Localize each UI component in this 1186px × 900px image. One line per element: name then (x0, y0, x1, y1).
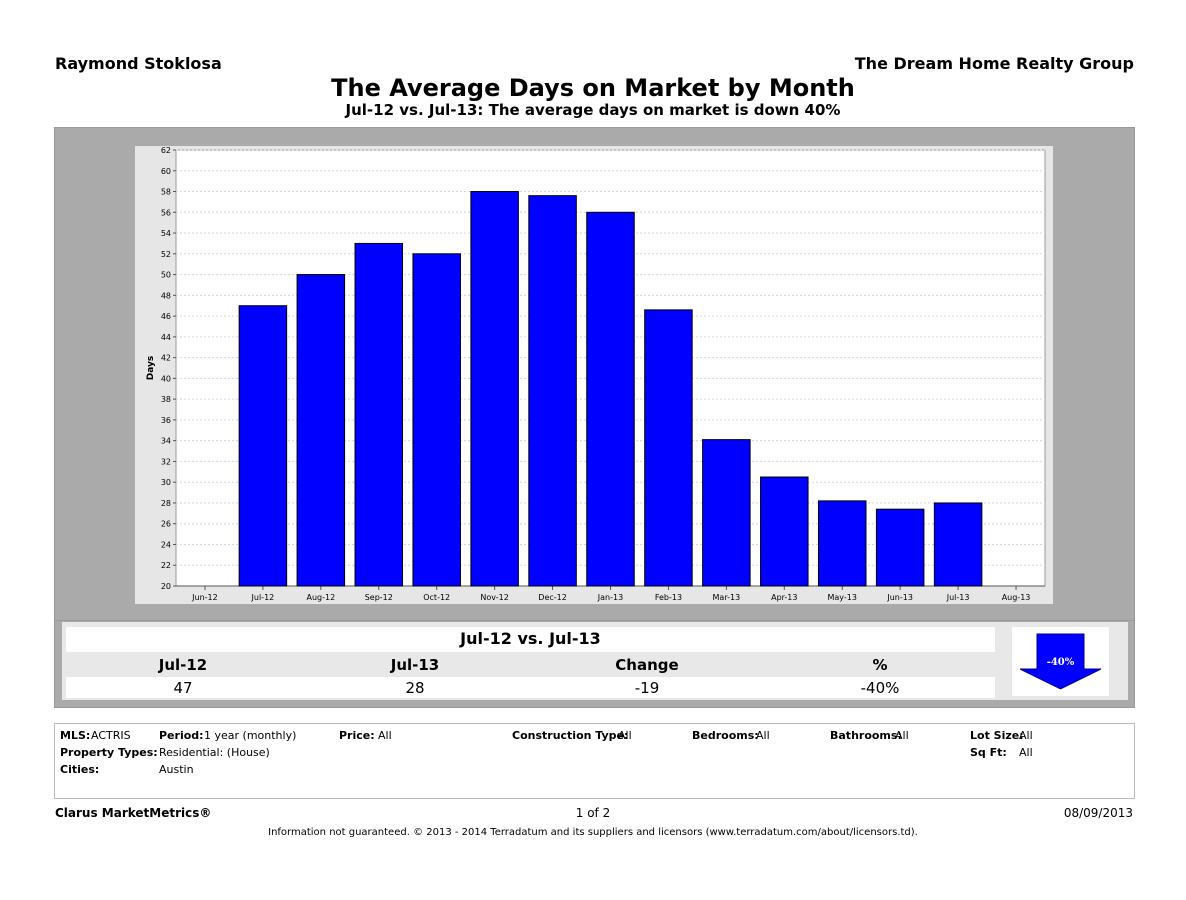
y-tick-label: 56 (161, 208, 171, 217)
bar (702, 439, 751, 587)
criteria-cities-value: Austin (159, 763, 194, 776)
summary-header-change: Change (615, 656, 679, 674)
y-tick-label: 48 (161, 291, 171, 300)
x-tick-label: Jul-12 (251, 593, 275, 602)
criteria-sqft-value: All (1019, 746, 1033, 759)
summary-header-jul13: Jul-13 (390, 656, 440, 674)
y-tick-label: 30 (161, 478, 171, 487)
agent-name: Raymond Stoklosa (55, 54, 222, 73)
criteria-construction-value: All (618, 729, 632, 742)
x-tick-label: Aug-13 (1002, 593, 1031, 602)
x-tick-label: Feb-13 (655, 593, 682, 602)
footer-date: 08/09/2013 (1063, 806, 1133, 820)
y-axis-label: Days (146, 356, 156, 381)
down-arrow-icon: -40% (1019, 633, 1102, 690)
report-subtitle: Jul-12 vs. Jul-13: The average days on m… (345, 101, 841, 119)
days-on-market-chart: 20 22 24 26 28 30 32 34 36 38 40 42 44 46 48 50 52 54 56 58… (146, 146, 1046, 602)
company-name: The Dream Home Realty Group (854, 54, 1134, 73)
y-tick-label: 20 (161, 582, 171, 591)
bar (586, 211, 635, 587)
criteria-cities-label: Cities: (60, 763, 100, 776)
y-tick-label: 62 (161, 146, 171, 155)
footer-disclaimer: Information not guaranteed. © 2013 - 201… (268, 827, 918, 838)
criteria-bedrooms-value: All (756, 729, 770, 742)
summary-value-jul12: 47 (173, 679, 193, 697)
arrow-percent-label: -40% (1047, 657, 1075, 668)
x-tick-label: Jun-13 (886, 593, 913, 602)
summary-value-jul13: 28 (405, 679, 425, 697)
criteria-lot-value: All (1019, 729, 1033, 742)
y-tick-label: 40 (161, 374, 171, 383)
y-tick-label: 38 (161, 395, 171, 404)
y-tick-label: 58 (161, 188, 171, 197)
summary-value-change: -19 (634, 679, 660, 697)
x-tick-label: Dec-12 (538, 593, 567, 602)
criteria-mls-label: MLS: (60, 729, 91, 742)
trend-indicator: -40% (1012, 627, 1109, 696)
y-tick-label: 44 (161, 333, 171, 342)
bar (296, 274, 346, 587)
bar (875, 508, 925, 587)
y-tick-label: 42 (161, 354, 171, 363)
bar (238, 305, 288, 587)
footer-brand: Clarus MarketMetrics® (55, 806, 212, 820)
bar (760, 476, 809, 587)
criteria-bedrooms-label: Bedrooms: (692, 729, 759, 742)
x-tick-label: Oct-12 (423, 593, 450, 602)
y-tick-label: 22 (161, 561, 171, 570)
search-criteria (54, 723, 1135, 799)
y-tick-label: 34 (161, 437, 171, 446)
y-tick-label: 52 (161, 250, 171, 259)
x-tick-label: Jan-13 (597, 593, 623, 602)
bar (354, 242, 404, 587)
bar (644, 309, 693, 587)
bar (933, 502, 983, 587)
criteria-lot-label: Lot Size: (970, 729, 1024, 742)
x-tick-label: Jul-13 (946, 593, 970, 602)
y-tick-label: 32 (161, 457, 171, 466)
summary-header-jul12: Jul-12 (158, 656, 208, 674)
x-tick-label: Jun-12 (191, 593, 218, 602)
y-tick-label: 60 (161, 167, 171, 176)
bar (528, 195, 577, 587)
criteria-period-label: Period: (159, 729, 204, 742)
summary-header-percent: % (872, 656, 888, 674)
x-tick-label: Aug-12 (306, 593, 335, 602)
y-tick-label: 36 (161, 416, 171, 425)
y-tick-label: 24 (161, 540, 171, 549)
x-tick-label: Nov-12 (480, 593, 508, 602)
criteria-period-value: 1 year (monthly) (204, 729, 297, 742)
y-tick-label: 50 (161, 271, 171, 280)
x-tick-label: May-13 (827, 593, 856, 602)
x-tick-label: Apr-13 (771, 593, 797, 602)
x-tick-label: Mar-13 (713, 593, 741, 602)
summary-values-row (66, 677, 995, 698)
footer-page-number: 1 of 2 (575, 806, 611, 820)
summary-title-row (66, 627, 995, 652)
criteria-mls-value: ACTRIS (91, 729, 131, 742)
bar (817, 500, 867, 587)
criteria-construction-label: Construction Type: (512, 729, 629, 742)
bar (470, 191, 519, 587)
y-tick-label: 54 (161, 229, 171, 238)
y-tick-label: 46 (161, 312, 171, 321)
y-tick-label: 28 (161, 499, 171, 508)
summary-value-percent: -40% (860, 679, 900, 697)
criteria-bathrooms-label: Bathrooms: (830, 729, 902, 742)
summary-title: Jul-12 vs. Jul-13 (460, 629, 601, 648)
criteria-price-value: All (378, 729, 392, 742)
criteria-property-value: Residential: (House) (159, 746, 270, 759)
criteria-bathrooms-value: All (895, 729, 909, 742)
bar (412, 253, 461, 587)
x-tick-label: Sep-12 (365, 593, 393, 602)
criteria-sqft-label: Sq Ft: (970, 746, 1007, 759)
y-tick-label: 26 (161, 520, 171, 529)
criteria-property-label: Property Types: (60, 746, 158, 759)
report-title: The Average Days on Market by Month (331, 74, 855, 102)
criteria-price-label: Price: (339, 729, 375, 742)
